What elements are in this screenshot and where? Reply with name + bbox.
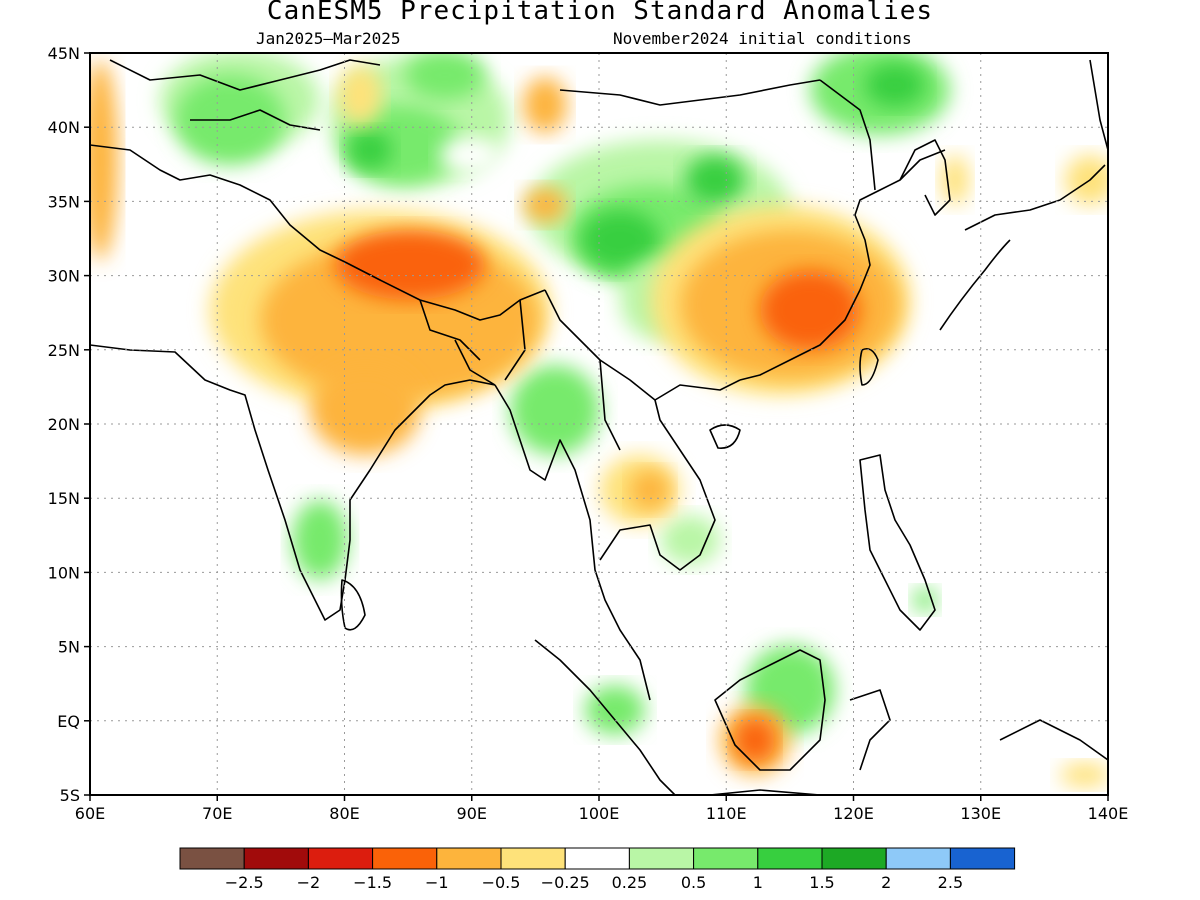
y-tick-label: 35N [48, 192, 80, 211]
x-tick-label: 110E [706, 804, 747, 823]
legend-label: −0.25 [541, 873, 590, 892]
legend-label: 0.25 [612, 873, 648, 892]
color-legend: −2.5 −2 −1.5 −1 −0.5 −0.25 0.25 0.5 1 1.5 2 2.5 [179, 847, 1016, 892]
wet-region [585, 685, 645, 735]
y-tick-label: 25N [48, 341, 80, 360]
dry-region [941, 155, 969, 205]
dry-region [760, 270, 860, 350]
wet-region [685, 155, 745, 205]
legend-swatch [179, 847, 245, 870]
map-title: CanESM5 Precipitation Standard Anomalies [266, 0, 934, 26]
legend-label: 1 [753, 873, 763, 892]
legend-label: −2.5 [225, 873, 264, 892]
y-tick-label: 5S [60, 786, 80, 805]
legend-swatch [757, 847, 823, 870]
wet-region [510, 365, 600, 455]
y-tick-label: 5N [58, 638, 80, 657]
y-tick-label: 20N [48, 415, 80, 434]
wet-region [405, 53, 485, 100]
x-tick-label: 90E [457, 804, 487, 823]
x-tick-label: 80E [329, 804, 359, 823]
x-tick-label: 70E [202, 804, 232, 823]
legend-swatch [821, 847, 887, 870]
legend-swatch [693, 847, 759, 870]
legend-label: 2.5 [938, 873, 963, 892]
legend-swatch [243, 847, 309, 870]
x-tick-label: 120E [833, 804, 874, 823]
dry-region [523, 187, 567, 223]
legend-label: −2 [297, 873, 321, 892]
legend-swatch [372, 847, 438, 870]
legend-swatch [628, 847, 695, 870]
legend-swatch [885, 847, 951, 870]
dry-region [630, 470, 670, 510]
dry-region [335, 230, 485, 300]
dry-region [1065, 155, 1108, 205]
initial-conditions: November2024 initial conditions [613, 29, 912, 48]
neutral-region [440, 137, 500, 173]
legend-swatch [949, 847, 1016, 870]
dry-region [338, 65, 382, 125]
dry-region [1060, 763, 1108, 787]
wet-region [348, 130, 392, 170]
x-tick-label: 130E [960, 804, 1001, 823]
y-axis: 5S EQ 5N 10N 15N 20N 25N 30N 35N 40N 45N [48, 44, 90, 805]
dry-region [90, 60, 118, 260]
y-tick-label: EQ [57, 712, 80, 731]
wet-region [913, 588, 937, 612]
y-tick-label: 40N [48, 118, 80, 137]
legend-swatch [307, 847, 374, 870]
x-axis: 60E 70E 80E 90E 100E 110E 120E 130E 140E [75, 795, 1129, 823]
y-tick-label: 10N [48, 563, 80, 582]
wet-region [660, 515, 720, 565]
legend-label: 2 [881, 873, 891, 892]
dry-region [523, 77, 567, 133]
forecast-period: Jan2025–Mar2025 [256, 29, 401, 48]
wet-region [865, 63, 925, 107]
legend-label: −1 [425, 873, 449, 892]
wet-region [292, 500, 348, 580]
anomaly-field [90, 53, 1108, 795]
legend-label: −1.5 [353, 873, 392, 892]
wet-region [580, 210, 660, 270]
legend-swatch [564, 847, 630, 870]
dry-region [735, 718, 775, 762]
y-tick-label: 30N [48, 267, 80, 286]
dry-region [310, 365, 420, 455]
x-tick-label: 140E [1088, 804, 1129, 823]
legend-label: 0.5 [681, 873, 706, 892]
gridlines [90, 53, 1108, 795]
y-tick-label: 15N [48, 489, 80, 508]
legend-label: 1.5 [809, 873, 834, 892]
y-tick-label: 45N [48, 44, 80, 63]
legend-label: −0.5 [482, 873, 521, 892]
x-tick-label: 60E [75, 804, 105, 823]
x-tick-label: 100E [579, 804, 620, 823]
legend-swatch [500, 847, 566, 870]
legend-swatch [436, 847, 502, 870]
